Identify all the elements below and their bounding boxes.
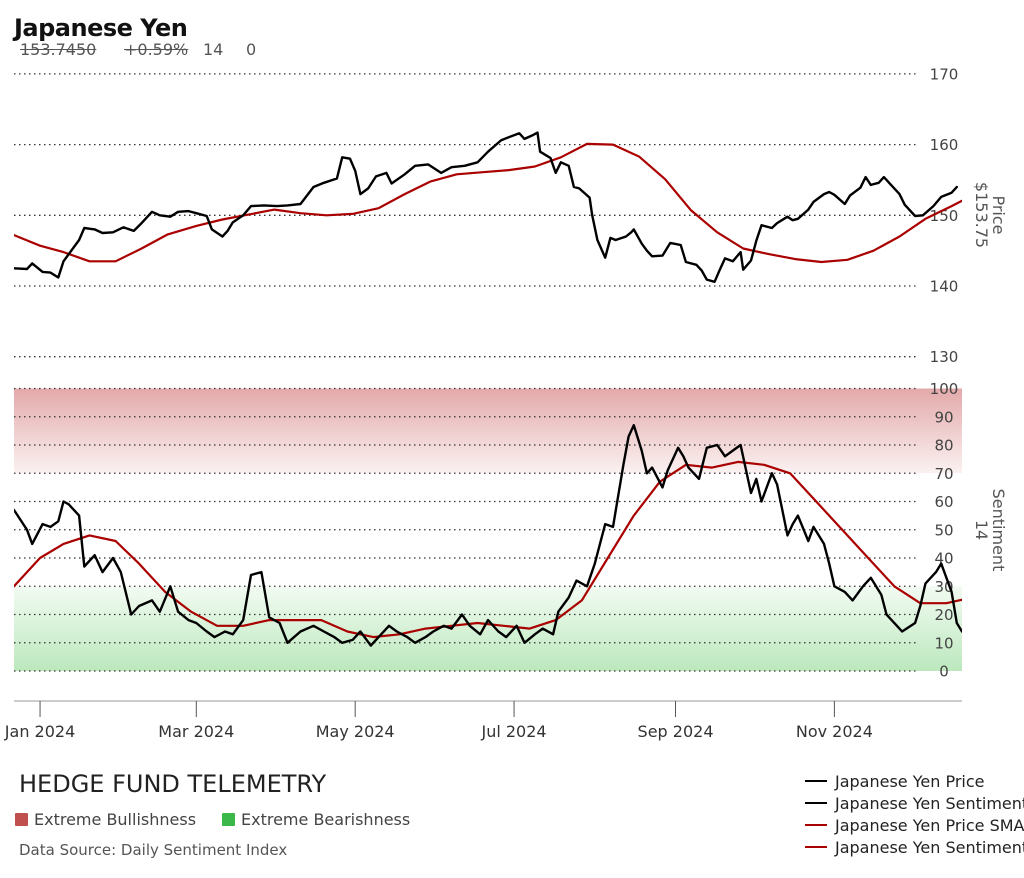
- legend-item-price[interactable]: Japanese Yen Price: [805, 770, 1024, 792]
- chart-title: Japanese Yen: [14, 14, 188, 42]
- series-japanese-yen-sentiment: [14, 424, 962, 647]
- x-tick-label: Sep 2024: [638, 722, 714, 741]
- price-tick-label: 150: [930, 207, 959, 225]
- x-tick-label: Jan 2024: [4, 722, 75, 741]
- x-tick-label: Jul 2024: [480, 722, 546, 741]
- price-tick-label: 170: [930, 65, 959, 83]
- price-tick-label: 130: [930, 348, 959, 366]
- price-axis-title: Price: [989, 195, 1008, 234]
- sentiment-tick-label: 50: [934, 521, 953, 539]
- legend-item-sentiment-sma[interactable]: Japanese Yen Sentiment SMA: [805, 836, 1024, 858]
- sentiment-tick-label: 10: [934, 634, 953, 652]
- extra-readout: 0: [246, 40, 257, 59]
- legend-item-price-sma[interactable]: Japanese Yen Price SMA: [805, 814, 1024, 836]
- bear-label: Extreme Bearishness: [241, 810, 411, 829]
- legend-line: [805, 780, 827, 782]
- series-legend: Japanese Yen Price Japanese Yen Sentimen…: [805, 770, 1024, 858]
- legend-label: Japanese Yen Price SMA: [835, 815, 1024, 835]
- series-japanese-yen-price-sma: [14, 142, 962, 264]
- x-axis: Jan 2024 Mar 2024 May 2024 Jul 2024 Sep 2024…: [4, 700, 962, 741]
- sentiment-tick-label: 20: [934, 606, 953, 624]
- x-tick-label: Nov 2024: [796, 722, 873, 741]
- sentiment-axis-title: Sentiment: [989, 489, 1008, 572]
- price-last-value: $153.75: [972, 182, 991, 248]
- legend-line: [805, 846, 827, 848]
- series-lines: [14, 131, 962, 647]
- legend-line: [805, 802, 827, 804]
- sentiment-tick-label: 80: [934, 437, 953, 455]
- band-extreme-bearishness: [14, 586, 962, 671]
- sentiment-tick-label: 100: [930, 380, 959, 398]
- series-japanese-yen-price: [14, 131, 958, 283]
- sentiment-tick-label: 40: [934, 550, 953, 568]
- legend-line: [805, 824, 827, 826]
- x-tick-label: May 2024: [316, 722, 395, 741]
- sentiment-readout: 14: [203, 40, 224, 59]
- sentiment-tick-label: 70: [934, 465, 953, 483]
- band-extreme-bullishness: [14, 388, 962, 474]
- change-readout: +0.59%: [124, 40, 189, 59]
- data-source: Data Source: Daily Sentiment Index: [19, 841, 288, 859]
- zone-legend-bear: Extreme Bearishness: [222, 810, 410, 829]
- legend-item-sentiment[interactable]: Japanese Yen Sentiment: [805, 792, 1024, 814]
- x-tick-label: Mar 2024: [158, 722, 234, 741]
- price-tick-label: 140: [930, 278, 959, 296]
- brand-name: HEDGE FUND TELEMETRY: [19, 770, 327, 798]
- bull-label: Extreme Bullishness: [34, 810, 197, 829]
- legend-label: Japanese Yen Sentiment SMA: [835, 837, 1024, 857]
- legend-label: Japanese Yen Sentiment: [835, 793, 1024, 813]
- sentiment-tick-label: 90: [934, 408, 953, 426]
- sentiment-tick-label: 60: [934, 493, 953, 511]
- zone-legend-bull: Extreme Bullishness: [15, 810, 196, 829]
- bear-swatch: [222, 813, 235, 826]
- sentiment-tick-label: 0: [939, 663, 949, 681]
- sentiment-last-value: 14: [972, 520, 991, 540]
- sentiment-bands: [14, 388, 962, 671]
- price-readout: 153.7450: [20, 40, 97, 59]
- price-tick-label: 160: [930, 136, 959, 154]
- bull-swatch: [15, 813, 28, 826]
- legend-label: Japanese Yen Price: [835, 771, 985, 791]
